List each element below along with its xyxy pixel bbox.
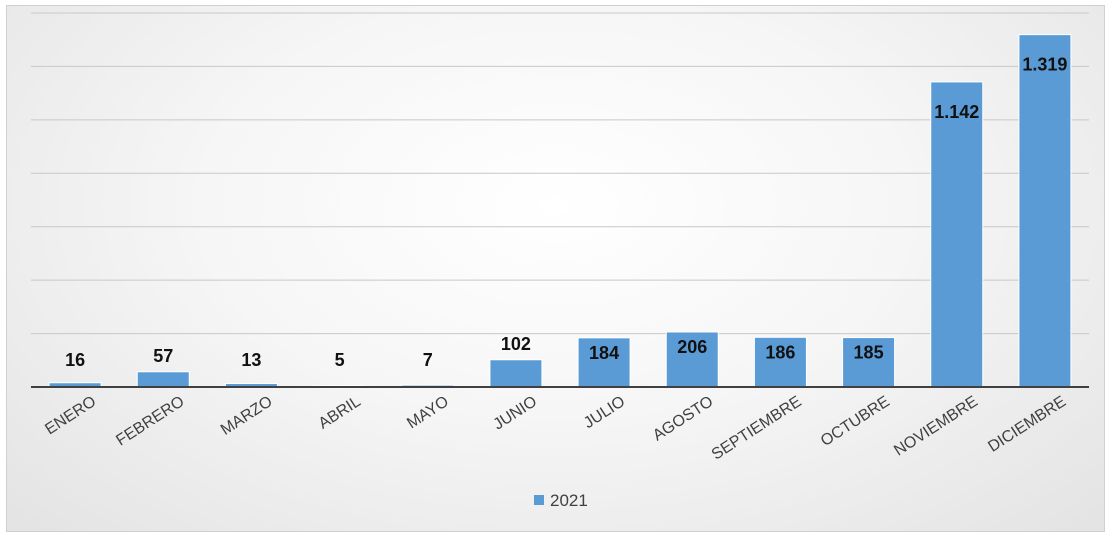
x-tick-noviembre: NOVIEMBRE (891, 393, 981, 460)
x-tick-labels: ENERO FEBRERO MARZO ABRIL MAYO JUNIO JULIO AGOS… (42, 393, 1069, 463)
bar-diciembre (1018, 34, 1072, 388)
x-tick-mayo: MAYO (404, 393, 452, 432)
bars (48, 34, 1072, 388)
bar-noviembre (930, 81, 984, 388)
data-label-junio: 102 (501, 334, 531, 354)
gridlines (31, 12, 1089, 335)
legend-swatch (534, 495, 544, 505)
x-tick-diciembre: DICIEMBRE (985, 393, 1069, 456)
x-tick-septiembre: SEPTIEMBRE (709, 393, 805, 463)
legend: 2021 (534, 491, 588, 510)
chart-area (6, 5, 1105, 532)
bar-agosto (665, 331, 719, 388)
bar-julio (577, 337, 631, 388)
x-tick-enero: ENERO (42, 393, 99, 438)
x-tick-junio: JUNIO (491, 393, 541, 433)
x-tick-marzo: MARZO (218, 393, 276, 439)
data-label-abril: 5 (335, 350, 345, 370)
data-label-julio: 184 (589, 343, 619, 363)
data-label-diciembre: 1.319 (1022, 55, 1067, 75)
data-label-noviembre: 1.142 (934, 102, 979, 122)
bar-febrero (136, 371, 190, 388)
x-tick-abril: ABRIL (316, 393, 364, 432)
x-tick-octubre: OCTUBRE (818, 393, 893, 450)
data-label-febrero: 57 (153, 346, 173, 366)
data-label-septiembre: 186 (765, 342, 795, 362)
x-tick-agosto: AGOSTO (650, 393, 716, 444)
data-label-agosto: 206 (677, 337, 707, 357)
bar-septiembre (753, 336, 807, 388)
bar-octubre (842, 337, 896, 388)
data-label-mayo: 7 (423, 350, 433, 370)
bar-junio (489, 359, 543, 388)
x-tick-febrero: FEBRERO (113, 393, 187, 449)
x-tick-julio: JULIO (581, 393, 628, 432)
legend-label: 2021 (550, 491, 588, 510)
data-label-octubre: 185 (854, 343, 884, 363)
data-label-enero: 16 (65, 350, 85, 370)
data-label-marzo: 13 (241, 350, 261, 370)
